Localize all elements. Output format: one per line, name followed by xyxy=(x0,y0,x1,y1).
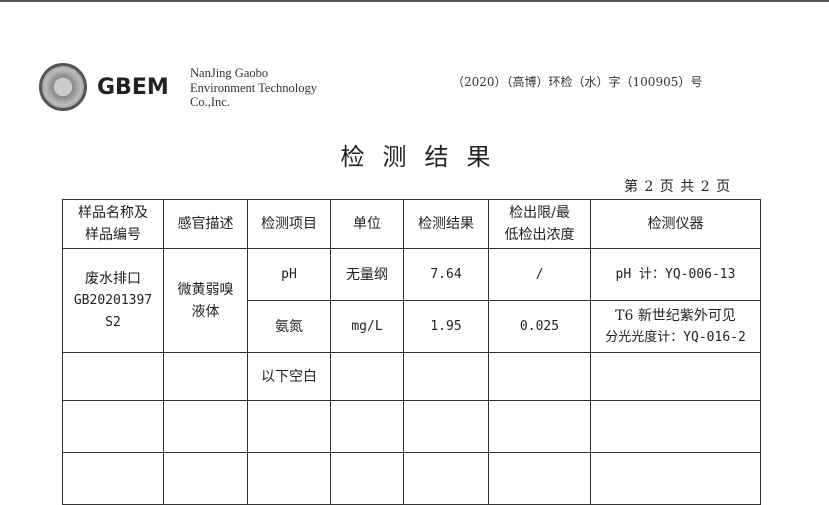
company-line: NanJing Gaobo xyxy=(190,66,269,80)
instrument-cell: T6 新世纪紫外可见 分光光度计：YQ-016-2 xyxy=(590,300,761,353)
result-cell: 7.64 xyxy=(403,248,489,301)
unit-cell: 无量纲 xyxy=(330,248,404,301)
company-line: Environment Technology xyxy=(190,80,317,95)
limit-cell: / xyxy=(488,248,591,301)
unit-cell: mg/L xyxy=(330,300,404,353)
instrument-cell: pH 计：YQ-006-13 xyxy=(590,248,761,301)
header-cell: 单位 xyxy=(330,199,404,249)
results-table: 样品名称及 样品编号 感官描述 检测项目 单位 检测结果 检出限/最 低检出浓度 检… xyxy=(62,199,761,505)
company-name: NanJing Gaobo Environment Technology Co.… xyxy=(190,66,317,110)
limit-cell: 0.025 xyxy=(488,300,591,353)
table-row xyxy=(62,400,761,453)
blank-note: 以下空白 xyxy=(247,352,331,401)
description-cell: 微黄弱嗅 液体 xyxy=(163,248,248,353)
sample-cell: 废水排口 GB20201397 S2 xyxy=(62,248,164,353)
brand-name: GBEM xyxy=(97,75,169,100)
item-cell: 氨氮 xyxy=(247,300,331,353)
header-cell: 检测项目 xyxy=(247,199,331,249)
header-cell: 样品名称及 样品编号 xyxy=(62,199,164,249)
table-header-row: 样品名称及 样品编号 感官描述 检测项目 单位 检测结果 检出限/最 低检出浓度 检… xyxy=(62,199,761,249)
table-row: 废水排口 GB20201397 S2 微黄弱嗅 液体 pH 无量纲 7.64 / pH… xyxy=(62,248,761,353)
header-cell: 检测结果 xyxy=(403,199,489,249)
header-cell: 感官描述 xyxy=(163,199,248,249)
header-cell: 检测仪器 xyxy=(590,199,761,249)
item-cell: pH xyxy=(247,248,331,301)
table-row xyxy=(62,452,761,505)
header-cell: 检出限/最 低检出浓度 xyxy=(488,199,591,249)
table-row: 氨氮 mg/L 1.95 0.025 T6 新世纪紫外可见 分光光度计：YQ-01… xyxy=(63,300,761,353)
result-cell: 1.95 xyxy=(403,300,489,353)
scan-edge xyxy=(0,0,829,2)
page-title: 检测结果 xyxy=(340,143,509,171)
company-seal-logo xyxy=(39,63,87,111)
company-line: Co.,Inc. xyxy=(190,95,230,109)
table-row: 以下空白 xyxy=(62,352,761,401)
report-number: （2020）（高博）环检（水）字（100905）号 xyxy=(452,75,703,89)
page-info: 第 2 页 共 2 页 xyxy=(624,179,731,195)
